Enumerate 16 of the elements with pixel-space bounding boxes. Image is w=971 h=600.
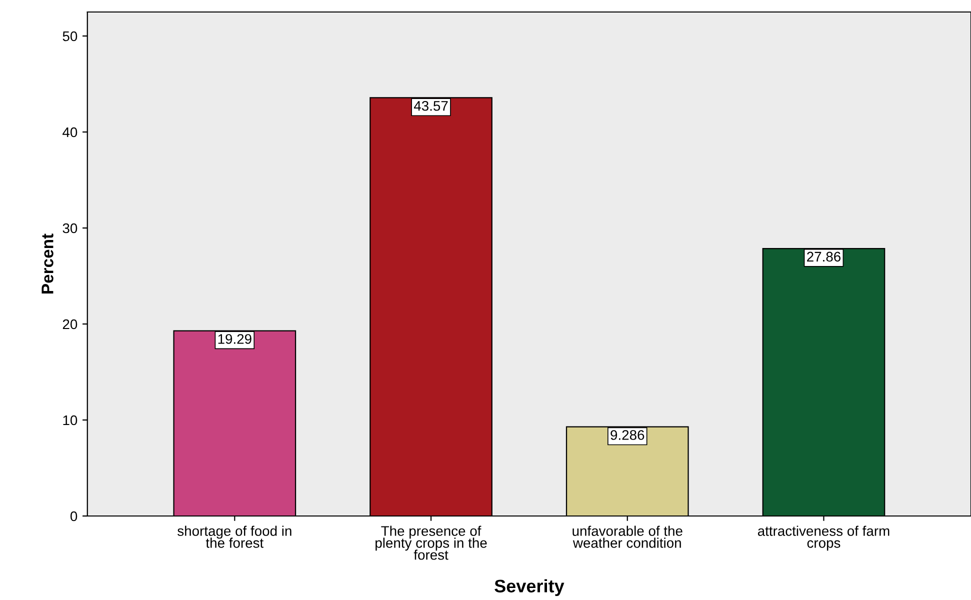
y-tick-label: 10 [63, 415, 78, 426]
data-label: 9.286 [610, 430, 644, 440]
y-tick-label: 50 [62, 31, 78, 42]
x-tick-label: The presence of plenty crops in the forest [376, 526, 487, 560]
data-label: 27.86 [807, 252, 840, 262]
x-tick-label: shortage of food in the forest [178, 526, 292, 548]
x-tick-label: attractiveness of farm crops [758, 526, 890, 551]
x-tick-label: unfavorable of the weather condition [572, 526, 682, 548]
y-tick-label: 30 [62, 223, 78, 234]
x-axis-title: Severity [494, 579, 564, 596]
y-tick-label: 0 [70, 511, 78, 522]
y-tick-label: 40 [62, 127, 78, 138]
y-tick-label: 20 [62, 319, 78, 330]
y-axis-title: Percent [42, 234, 54, 294]
data-label: 19.29 [218, 334, 252, 344]
data-label: 43.57 [414, 100, 448, 111]
